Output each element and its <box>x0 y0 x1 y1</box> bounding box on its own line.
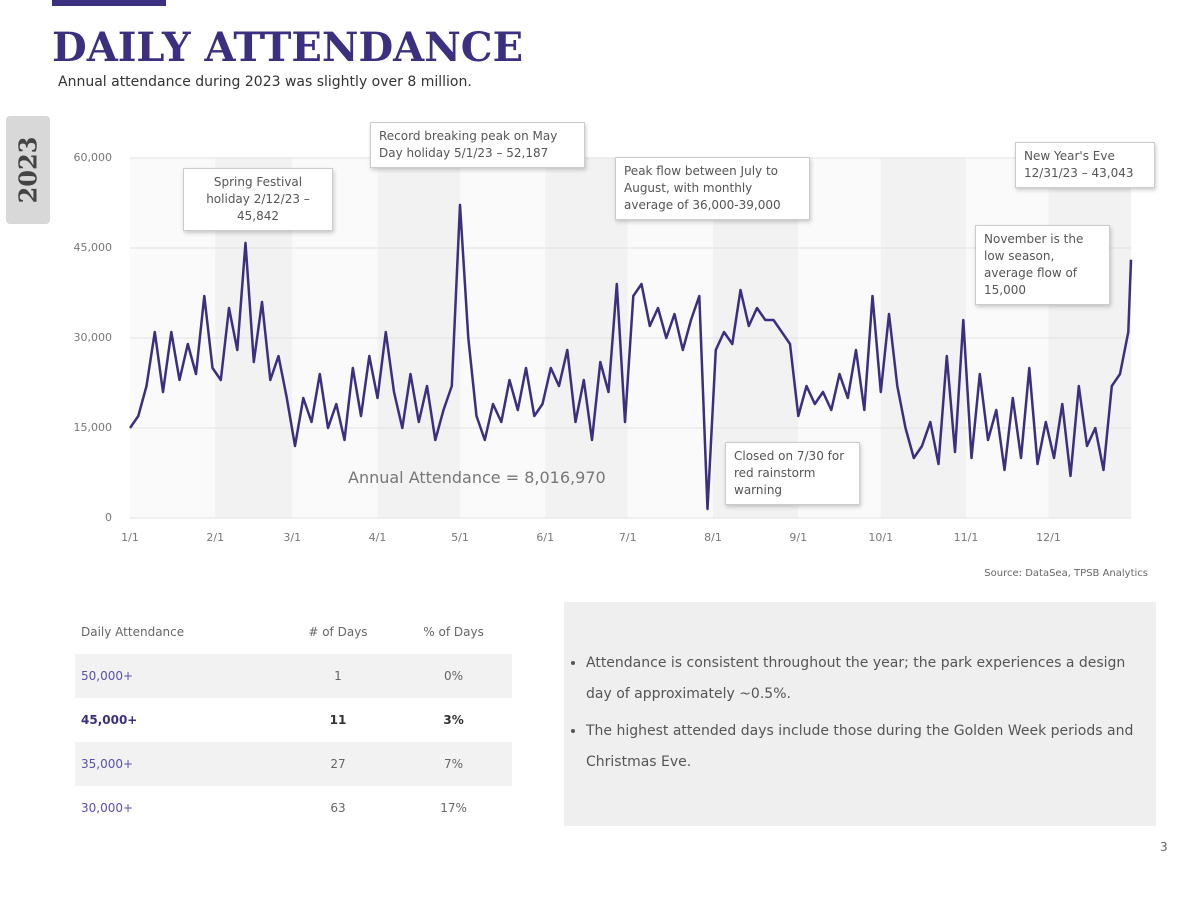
x-tick-label: 12/1 <box>1036 531 1061 544</box>
table-header: Daily Attendance # of Days % of Days <box>75 610 512 654</box>
annotation: Spring Festival holiday 2/12/23 – 45,842 <box>183 168 333 231</box>
table-cell: 11 <box>329 713 347 727</box>
subtitle: Annual attendance during 2023 was slight… <box>58 74 472 90</box>
table-cell: 45,000+ <box>81 713 138 727</box>
table-cell: 7% <box>444 757 464 771</box>
x-tick-label: 6/1 <box>536 531 554 544</box>
table-row: 50,000+ 1 0% <box>75 654 512 698</box>
table-body: 50,000+ 1 0% 45,000+ 11 3% 35,000+ 27 7% 30,000+ 6… <box>75 654 512 830</box>
annotation: Closed on 7/30 for red rainstorm warning <box>725 442 860 505</box>
annotation: November is the low season, average flow… <box>975 225 1110 305</box>
x-tick-label: 3/1 <box>283 531 301 544</box>
x-tick-label: 9/1 <box>789 531 807 544</box>
table-header-cell: # of Days <box>308 625 368 639</box>
table-row: 30,000+ 63 17% <box>75 786 512 830</box>
line <box>128 203 1133 511</box>
table-cell: 27 <box>330 757 346 771</box>
table-cell: 0% <box>444 669 464 683</box>
y-tick-label: 60,000 <box>74 151 113 164</box>
x-tick-label: 1/1 <box>121 531 139 544</box>
table-cell: 63 <box>330 801 346 815</box>
table-header-cell: Daily Attendance <box>81 625 185 639</box>
bullet: The highest attended days include those … <box>586 716 1140 778</box>
y-tick-label: 30,000 <box>74 331 113 344</box>
table-cell: 1 <box>334 669 342 683</box>
x-tick-label: 10/1 <box>868 531 893 544</box>
x-tick-label: 11/1 <box>954 531 979 544</box>
x-tick-label: 7/1 <box>619 531 637 544</box>
table-cell: 17% <box>440 801 467 815</box>
total-label: Annual Attendance = 8,016,970 <box>348 468 606 487</box>
side-tab: 2023 <box>6 116 50 224</box>
title: DAILY ATTENDANCE <box>52 24 524 71</box>
table-cell: 35,000+ <box>81 757 134 771</box>
y-tick-label: 15,000 <box>74 421 113 434</box>
y-tick-label: 45,000 <box>74 241 113 254</box>
x-tick-label: 5/1 <box>451 531 469 544</box>
bullet-list: Attendance is consistent throughout the … <box>568 648 1140 778</box>
x-tick-label: 4/1 <box>369 531 387 544</box>
table-row: 35,000+ 27 7% <box>75 742 512 786</box>
y-tick-label: 0 <box>105 511 112 524</box>
annotation: Peak flow between July to August, with m… <box>615 157 810 220</box>
bullet: Attendance is consistent throughout the … <box>586 648 1140 710</box>
page-number: 3 <box>1160 840 1168 854</box>
table-cell: 30,000+ <box>81 801 134 815</box>
table-cell: 50,000+ <box>81 669 134 683</box>
table-header-cell: % of Days <box>423 625 484 639</box>
x-tick-label: 8/1 <box>704 531 722 544</box>
source: Source: DataSea, TPSB Analytics <box>984 568 1148 579</box>
annotation: Record breaking peak on May Day holiday … <box>370 122 585 168</box>
annotation: New Year's Eve 12/31/23 – 43,043 <box>1015 142 1155 188</box>
table-cell: 3% <box>443 713 464 727</box>
accent-bar <box>52 0 166 6</box>
table: Daily Attendance # of Days % of Days 50,00… <box>75 610 512 830</box>
table-row: 45,000+ 11 3% <box>75 698 512 742</box>
notes-box: Attendance is consistent throughout the … <box>564 602 1156 826</box>
x-tick-label: 2/1 <box>206 531 224 544</box>
